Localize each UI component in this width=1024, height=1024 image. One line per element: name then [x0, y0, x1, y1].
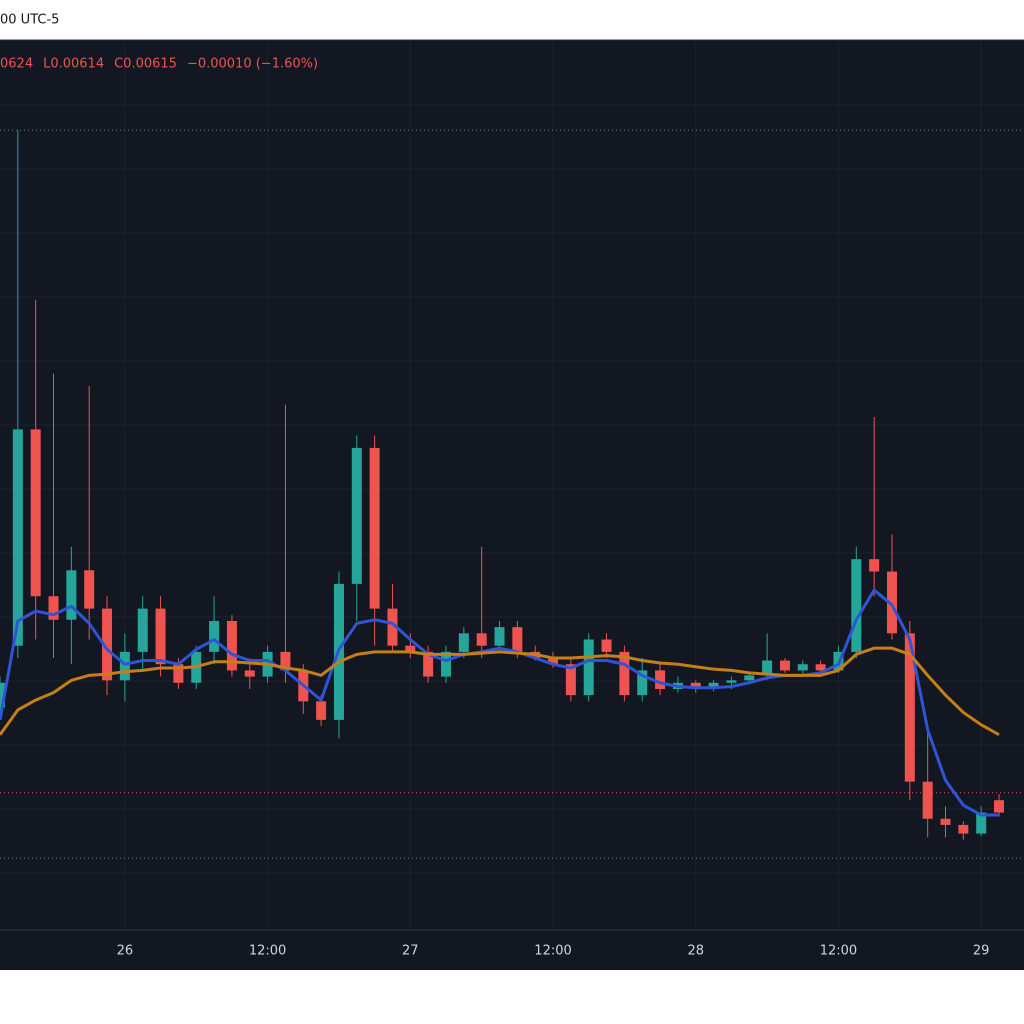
legend-item: C0.00615	[114, 57, 177, 72]
x-tick-label: 26	[117, 944, 134, 959]
candle-body	[316, 701, 327, 720]
candle-body	[690, 682, 701, 688]
candle-body	[565, 664, 576, 696]
candle-body	[619, 651, 630, 696]
candle-body	[815, 664, 826, 671]
candle-body	[583, 639, 594, 696]
candle-body	[708, 682, 719, 688]
candle-body	[940, 818, 951, 825]
x-tick-label: 12:00	[820, 944, 857, 959]
timezone: 00 UTC-5	[0, 13, 59, 28]
moving-average-line	[0, 646, 1000, 737]
bottom-bar	[0, 970, 1024, 1024]
x-tick-label: 12:00	[0, 944, 1, 959]
candle-body	[655, 670, 666, 689]
plot	[0, 129, 1024, 859]
candle-body	[423, 651, 434, 677]
candle-body	[904, 633, 915, 782]
candle-body	[173, 664, 184, 683]
moving-average-line	[0, 588, 1000, 817]
candle-body	[84, 570, 95, 609]
candle-body	[119, 651, 130, 681]
candle-body	[548, 658, 559, 665]
candle-body	[744, 675, 755, 681]
candle-body	[440, 651, 451, 677]
candle-body	[351, 447, 362, 584]
candle-body	[869, 559, 880, 572]
candle-body	[209, 620, 220, 652]
top-bar	[0, 0, 1024, 40]
candle-body	[48, 596, 59, 620]
candle-body	[405, 645, 416, 652]
candle-body	[30, 429, 41, 597]
candle-body	[512, 627, 523, 652]
candle-body	[779, 660, 790, 671]
candle-body	[12, 429, 23, 646]
candle-body	[137, 608, 148, 652]
chart-area	[0, 40, 1024, 970]
legend-item: L0.00614	[43, 57, 104, 72]
candle-body	[886, 571, 897, 634]
candle-body	[102, 608, 113, 681]
candle-body	[726, 680, 737, 683]
candle-body	[0, 682, 5, 708]
x-tick-label: 12:00	[534, 944, 571, 959]
legend-item: −0.00010 (−1.60%)	[187, 57, 318, 72]
candle-body	[958, 824, 969, 834]
candle-body	[851, 559, 862, 652]
candle-body	[637, 670, 648, 696]
candle-body	[458, 633, 469, 652]
candle-body	[369, 447, 380, 609]
x-tick-label: 28	[687, 944, 704, 959]
candle-body	[280, 651, 291, 671]
x-tick-label: 12:00	[249, 944, 286, 959]
candle-body	[994, 800, 1005, 813]
candle-body	[922, 781, 933, 819]
x-tick-label: 27	[402, 944, 419, 959]
x-tick-label: 29	[973, 944, 990, 959]
candle-body	[66, 570, 77, 620]
candle-body	[797, 664, 808, 671]
candle-body	[244, 670, 255, 677]
candle-body	[976, 812, 987, 834]
candle-body	[387, 608, 398, 646]
grid	[0, 40, 1024, 930]
candle-body	[762, 660, 773, 676]
candle-body	[155, 608, 166, 665]
legend-item: 0624	[0, 57, 33, 72]
candle-body	[476, 633, 487, 646]
candle-body	[601, 639, 612, 652]
candle-body	[494, 627, 505, 646]
ohlc-legend: 0624 L0.00614 C0.00615 −0.00010 (−1.60%)	[0, 57, 318, 72]
candle-body	[226, 620, 237, 671]
